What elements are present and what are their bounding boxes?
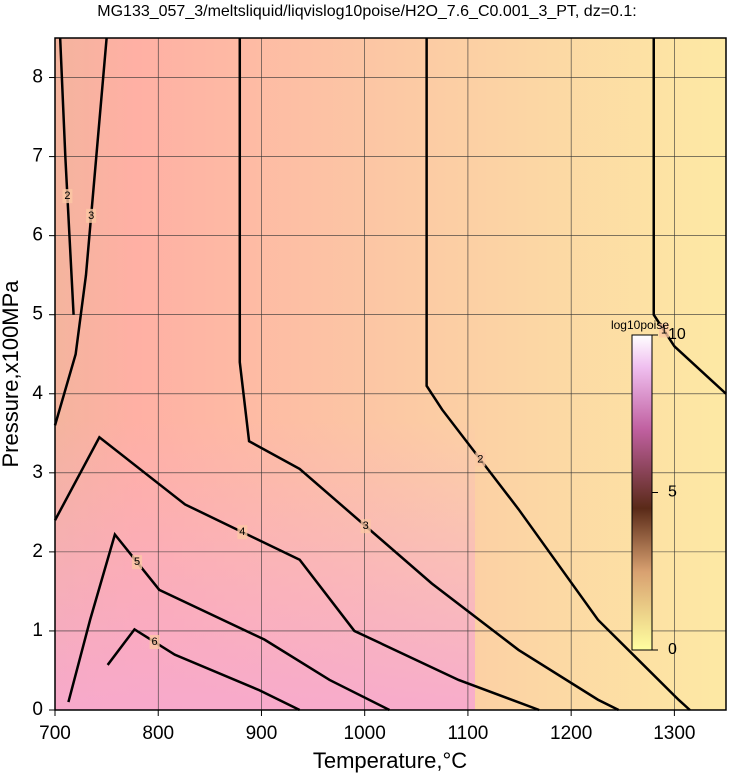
- colorbar-tick-label: 5: [668, 484, 677, 501]
- colorbar-tick-label: 10: [668, 326, 686, 343]
- y-tick-label: 3: [32, 462, 43, 483]
- y-tick-label: 8: [32, 67, 43, 88]
- contour-label-bg: [62, 189, 73, 204]
- x-tick-label: 1100: [447, 723, 488, 744]
- contour-line: [67, 531, 391, 712]
- y-tick-label: 6: [32, 225, 43, 246]
- x-tick-label: 1000: [344, 723, 386, 744]
- x-tick-label: 1300: [653, 723, 695, 744]
- contour-label: 5: [134, 556, 140, 568]
- contour-label: 2: [477, 453, 483, 465]
- x-axis-label: Temperature,°C: [313, 748, 467, 773]
- y-axis-label: Pressure,x100MPa: [0, 280, 23, 468]
- contour-label: 2: [64, 190, 70, 202]
- x-tick-label: 800: [142, 723, 174, 744]
- x-tick-label: 700: [39, 723, 71, 744]
- contour-line: [53, 37, 108, 426]
- x-tick-label: 1200: [550, 723, 592, 744]
- contour-label-bg: [132, 555, 143, 570]
- y-tick-label: 7: [32, 146, 43, 167]
- plot-frame: [54, 37, 727, 711]
- colorbar-label: log10poise: [611, 318, 669, 332]
- contour-label: 1: [661, 324, 667, 336]
- contour-label-bg: [237, 525, 248, 540]
- contour-label: 6: [152, 636, 158, 648]
- contour-label-bg: [475, 452, 486, 467]
- chart-title: MG133_057_3/meltsliquid/liqvislog10poise…: [97, 3, 636, 20]
- contour-label: 4: [239, 526, 245, 538]
- contour-line: [53, 435, 540, 712]
- y-tick-label: 0: [32, 699, 43, 720]
- y-tick-label: 2: [32, 541, 43, 562]
- contour-label: 3: [88, 210, 94, 222]
- colorbar-tick-label: 0: [668, 641, 677, 658]
- contour-label-bg: [659, 323, 670, 338]
- y-tick-label: 5: [32, 304, 43, 325]
- contour-line: [425, 38, 691, 711]
- x-tick-label: 900: [246, 723, 278, 744]
- y-tick-label: 1: [32, 620, 43, 641]
- y-tick-label: 4: [32, 383, 43, 404]
- contour-line: [106, 627, 301, 712]
- colorbar: [631, 334, 653, 651]
- contour-label: 3: [363, 520, 369, 532]
- contour-label-bg: [86, 208, 97, 223]
- contour-label-bg: [360, 519, 371, 534]
- plot-shade: [55, 420, 475, 710]
- contour-label-bg: [149, 635, 160, 650]
